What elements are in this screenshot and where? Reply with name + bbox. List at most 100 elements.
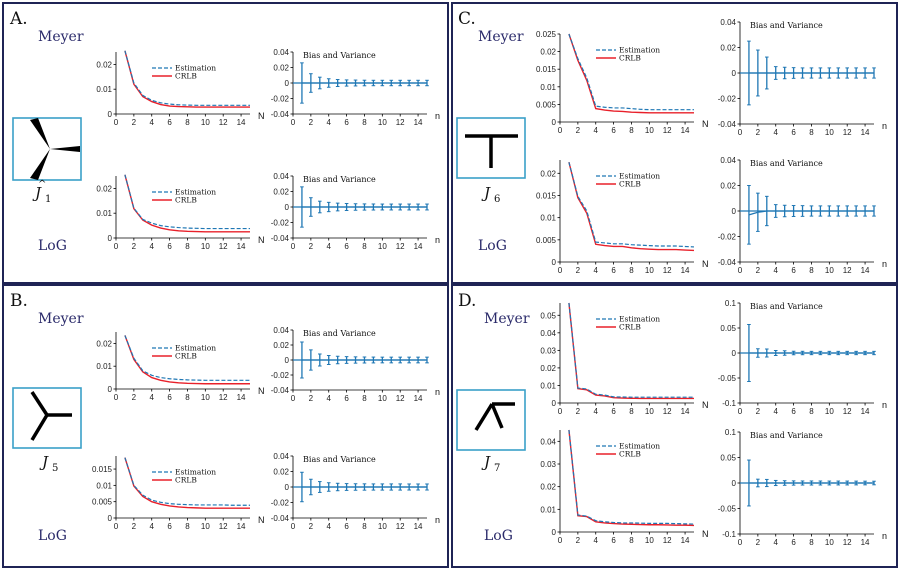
x-tick-label: 0 bbox=[291, 522, 296, 531]
x-tick-label: 6 bbox=[791, 266, 796, 275]
y-tick-label: 0 bbox=[108, 234, 113, 243]
panel-a-junction-sub: 1 bbox=[45, 194, 51, 205]
legend-crlb-label: CRLB bbox=[619, 323, 641, 332]
y-tick-label: -0.05 bbox=[718, 374, 737, 383]
x-axis-label: N bbox=[258, 386, 265, 396]
x-tick-label: 6 bbox=[344, 522, 349, 531]
x-tick-label: 6 bbox=[791, 407, 796, 416]
legend-crlb-label: CRLB bbox=[175, 476, 197, 485]
y-tick-label: -0.02 bbox=[718, 95, 737, 104]
x-tick-label: 6 bbox=[167, 393, 172, 402]
x-tick-label: 6 bbox=[344, 118, 349, 127]
x-tick-label: 12 bbox=[219, 118, 228, 127]
y-tick-label: 0.01 bbox=[96, 209, 112, 218]
x-tick-label: 4 bbox=[327, 118, 332, 127]
y-tick-label: 0.03 bbox=[540, 346, 556, 355]
x-tick-label: 0 bbox=[291, 242, 296, 251]
y-tick-label: 0.1 bbox=[725, 428, 737, 437]
bias-variance-title: Bias and Variance bbox=[303, 175, 376, 184]
x-tick-label: 14 bbox=[237, 522, 246, 531]
panel-b-junction-label: J 5 bbox=[39, 453, 58, 474]
x-tick-label: 0 bbox=[114, 522, 119, 531]
x-tick-label: 4 bbox=[594, 126, 599, 135]
x-tick-label: 0 bbox=[291, 394, 296, 403]
series-crlb-line bbox=[124, 50, 250, 108]
x-tick-label: 8 bbox=[185, 118, 190, 127]
panel-d-junction-sub: 7 bbox=[494, 463, 500, 474]
x-tick-label: 2 bbox=[576, 266, 581, 275]
y-tick-label: 0.02 bbox=[540, 48, 556, 57]
arrow-junction-icon bbox=[456, 389, 526, 451]
x-tick-label: 14 bbox=[237, 393, 246, 402]
y-tick-label: 0.05 bbox=[720, 324, 736, 333]
x-tick-label: 14 bbox=[414, 522, 423, 531]
x-tick-label: 0 bbox=[291, 118, 296, 127]
y-tick-label: 0.02 bbox=[540, 364, 556, 373]
series-crlb-line bbox=[568, 33, 694, 114]
x-tick-label: 12 bbox=[219, 522, 228, 531]
series-crlb-line bbox=[568, 302, 694, 400]
y-tick-label: 0.015 bbox=[536, 65, 557, 74]
y-tick-label: 0 bbox=[108, 514, 113, 523]
y-tick-label: 0.04 bbox=[273, 172, 289, 181]
x-tick-label: 4 bbox=[594, 266, 599, 275]
x-tick-label: 10 bbox=[378, 394, 387, 403]
legend-estimation-label: Estimation bbox=[175, 468, 216, 477]
x-tick-label: 12 bbox=[396, 242, 405, 251]
x-tick-label: 14 bbox=[414, 242, 423, 251]
chart-C-log-bv: 0 2 4 6 8 10 12 14 n -0.04 -0.02 0 0.02 0.04 Bias and … bbox=[718, 156, 887, 275]
x-axis-label: N bbox=[258, 235, 265, 245]
legend-crlb-label: CRLB bbox=[175, 352, 197, 361]
x-tick-label: 2 bbox=[309, 242, 314, 251]
y-tick-label: 0.04 bbox=[720, 156, 736, 165]
panel-b-border bbox=[2, 284, 449, 568]
x-tick-label: 8 bbox=[362, 118, 367, 127]
x-tick-label: 2 bbox=[309, 118, 314, 127]
y-tick-label: 0 bbox=[732, 207, 737, 216]
panel-d-meyer-label: Meyer bbox=[484, 311, 530, 327]
x-tick-label: 4 bbox=[150, 393, 155, 402]
chart-C-meyer-crlb: 0 2 4 6 8 10 12 14 N 0 0.005 0.01 0.015 0.02 0.025 Esti… bbox=[536, 30, 709, 135]
y-tick-label: 0.04 bbox=[273, 326, 289, 335]
series-estimation-line bbox=[124, 335, 250, 381]
x-tick-label: 6 bbox=[791, 538, 796, 547]
y-tick-label: 0.025 bbox=[536, 30, 557, 39]
x-axis-label: N bbox=[702, 119, 709, 129]
x-tick-label: 4 bbox=[327, 242, 332, 251]
x-tick-label: 6 bbox=[167, 522, 172, 531]
panel-a-border bbox=[2, 2, 449, 284]
y-tick-label: 0.04 bbox=[273, 452, 289, 461]
y-tick-label: -0.04 bbox=[718, 258, 737, 267]
x-tick-label: 14 bbox=[861, 538, 870, 547]
panel-d-letter: D. bbox=[458, 291, 476, 311]
series-estimation-line bbox=[568, 162, 695, 248]
legend-estimation-label: Estimation bbox=[619, 172, 660, 181]
legend-crlb-label: CRLB bbox=[175, 72, 197, 81]
panel-a-meyer-label: Meyer bbox=[38, 29, 84, 45]
y-tick-label: 0.02 bbox=[273, 468, 289, 477]
x-tick-label: 8 bbox=[629, 407, 634, 416]
y-tick-label: 0.02 bbox=[540, 169, 556, 178]
x-tick-label: 8 bbox=[362, 242, 367, 251]
x-axis-label: n bbox=[435, 515, 440, 525]
panel-a-junction-hat: ^ bbox=[38, 179, 46, 190]
x-tick-label: 8 bbox=[809, 266, 814, 275]
x-axis-label: N bbox=[258, 111, 265, 121]
x-tick-label: 2 bbox=[756, 407, 761, 416]
x-tick-label: 2 bbox=[576, 126, 581, 135]
legend-crlb-label: CRLB bbox=[619, 450, 641, 459]
x-tick-label: 10 bbox=[378, 242, 387, 251]
y-tick-label: 0.04 bbox=[540, 329, 556, 338]
y-tick-label: -0.04 bbox=[718, 120, 737, 129]
bias-variance-title: Bias and Variance bbox=[303, 329, 376, 338]
x-tick-label: 10 bbox=[201, 522, 210, 531]
x-tick-label: 12 bbox=[843, 407, 852, 416]
panel-a-log-label: LoG bbox=[38, 238, 67, 254]
x-tick-label: 14 bbox=[681, 126, 690, 135]
y-tick-label: -0.02 bbox=[271, 499, 290, 508]
x-tick-label: 6 bbox=[611, 536, 616, 545]
x-tick-label: 10 bbox=[825, 266, 834, 275]
x-axis-label: n bbox=[435, 235, 440, 245]
x-axis-label: n bbox=[882, 400, 887, 410]
